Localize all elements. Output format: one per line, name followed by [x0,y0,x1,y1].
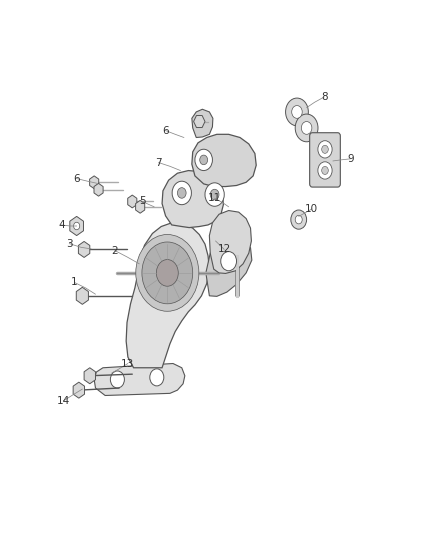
Text: 8: 8 [321,92,328,102]
Circle shape [162,266,173,279]
Circle shape [210,189,219,200]
Text: 14: 14 [57,396,70,406]
Circle shape [177,188,186,198]
Polygon shape [192,109,213,138]
Text: 7: 7 [155,158,162,167]
Polygon shape [78,241,90,257]
Circle shape [318,162,332,179]
Text: 10: 10 [305,204,318,214]
Text: 6: 6 [73,174,80,183]
Circle shape [136,235,199,311]
Text: 2: 2 [111,246,118,255]
Circle shape [295,114,318,142]
Circle shape [74,222,80,230]
Circle shape [321,146,328,154]
FancyBboxPatch shape [310,133,340,187]
Text: 13: 13 [121,359,134,368]
Text: 4: 4 [58,220,65,230]
Text: 11: 11 [208,193,221,203]
Polygon shape [90,176,99,189]
Polygon shape [126,223,209,368]
Polygon shape [73,382,85,398]
Circle shape [142,242,193,304]
Text: 9: 9 [347,154,354,164]
Polygon shape [209,211,251,273]
Text: 3: 3 [66,239,73,248]
Text: 12: 12 [218,245,231,254]
Circle shape [172,181,191,205]
Polygon shape [76,287,88,304]
Circle shape [292,106,302,118]
Circle shape [301,122,312,134]
Circle shape [110,371,124,388]
Text: 6: 6 [162,126,169,135]
Circle shape [149,251,186,295]
Circle shape [291,210,307,229]
Polygon shape [94,183,103,196]
Text: 5: 5 [139,197,146,206]
Circle shape [156,260,178,286]
Polygon shape [70,216,84,236]
Circle shape [195,149,212,171]
Polygon shape [84,368,95,384]
Polygon shape [128,195,137,208]
Circle shape [318,141,332,158]
Text: 1: 1 [71,278,78,287]
Circle shape [295,215,302,224]
Circle shape [150,369,164,386]
Polygon shape [136,200,145,213]
Circle shape [286,98,308,126]
Polygon shape [94,364,185,395]
Circle shape [205,183,224,206]
Polygon shape [194,116,205,127]
Polygon shape [162,171,223,228]
Circle shape [221,252,237,271]
Circle shape [200,155,208,165]
Polygon shape [206,241,252,296]
Circle shape [321,166,328,174]
Polygon shape [192,134,256,187]
